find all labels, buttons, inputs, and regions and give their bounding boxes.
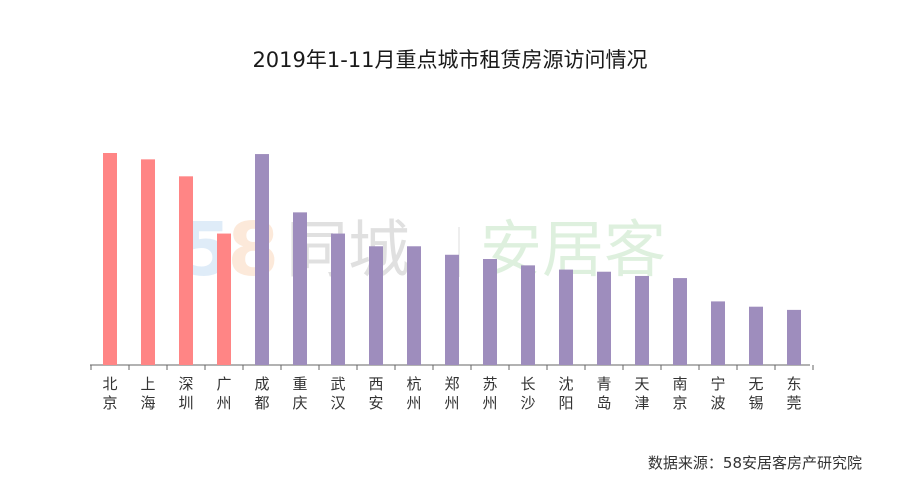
x-tick-label: 重庆 [292,375,307,412]
bar-青岛 [597,271,611,365]
chart-title: 2019年1-11月重点城市租赁房源访问情况 [252,48,648,72]
x-tick-label: 宁波 [710,375,725,412]
x-tick-label: 深圳 [178,375,193,412]
bar-深圳 [179,176,193,365]
bar-上海 [141,159,155,365]
bar-无锡 [749,306,763,365]
bar-东莞 [787,309,801,365]
x-tick-label: 郑州 [444,375,459,412]
bar-郑州 [445,254,459,365]
x-tick-label: 青岛 [596,375,611,412]
x-tick-label: 上海 [140,375,155,412]
bar-西安 [369,246,383,365]
bar-苏州 [483,259,497,365]
bar-宁波 [711,301,725,365]
x-tick-label: 无锡 [748,375,763,412]
x-tick-label: 长沙 [520,375,535,412]
data-source-note: 数据来源：58安居客房产研究院 [647,454,862,472]
bar-沈阳 [559,269,573,365]
x-tick-label: 西安 [368,375,383,412]
x-tick-label: 广州 [216,375,231,412]
x-tick-label: 武汉 [330,375,345,412]
x-tick-label: 杭州 [406,375,421,412]
bar-杭州 [407,246,421,365]
x-tick-label: 南京 [672,375,687,412]
bar-南京 [673,278,687,365]
bar-成都 [255,154,269,365]
bar-天津 [635,275,649,365]
x-tick-label: 苏州 [482,375,497,412]
x-tick-label: 天津 [634,375,649,412]
bar-北京 [103,153,117,365]
x-tick-label: 沈阳 [558,375,573,412]
bar-重庆 [293,212,307,365]
bar-武汉 [331,233,345,365]
x-tick-label: 北京 [102,375,117,412]
x-tick-label: 成都 [254,375,269,412]
x-tick-label: 东莞 [786,375,801,412]
bar-长沙 [521,265,535,365]
bar-广州 [217,233,231,365]
